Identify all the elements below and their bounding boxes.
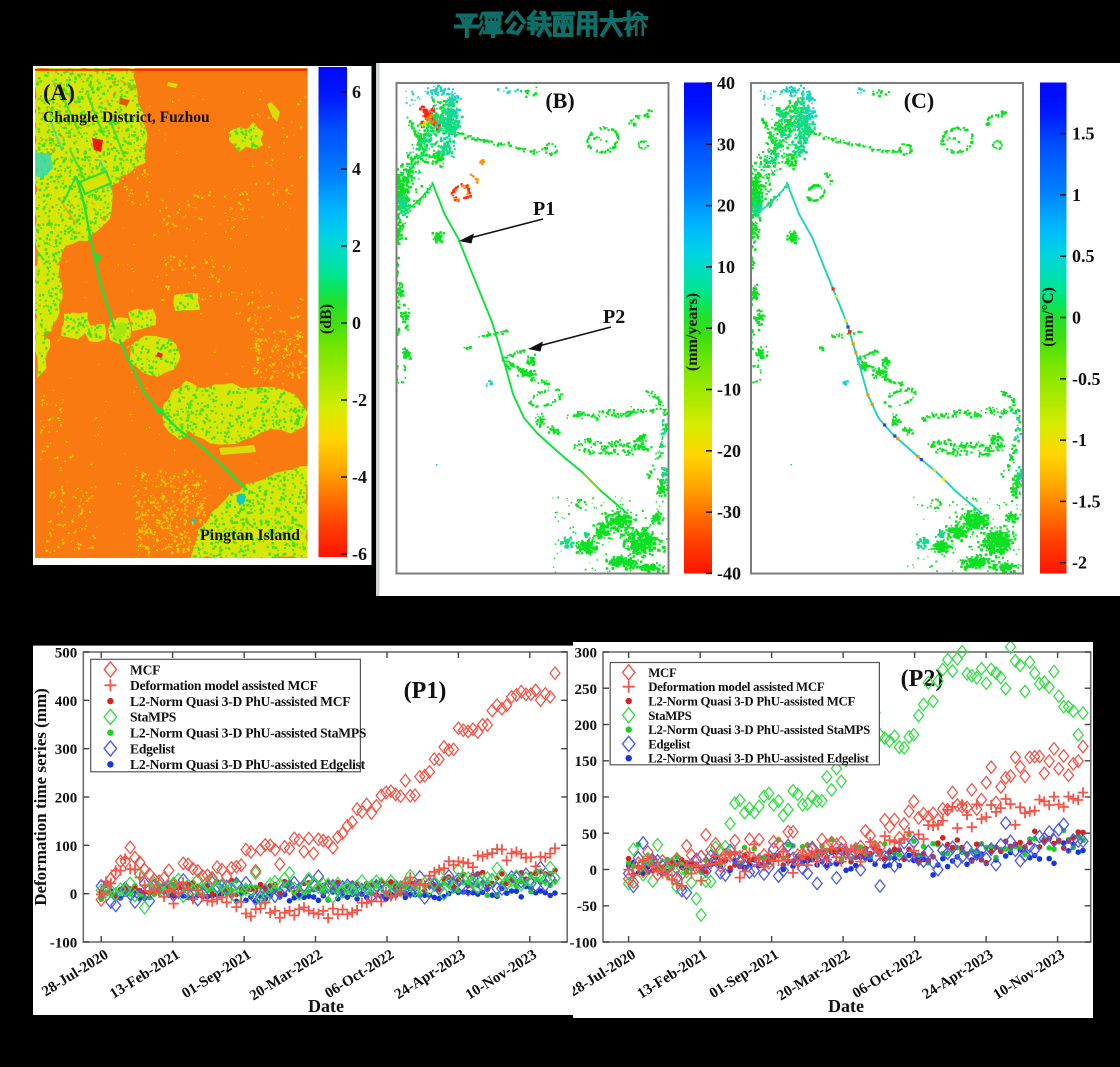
svg-text:40: 40 bbox=[717, 73, 735, 93]
svg-text:Pingtan Island: Pingtan Island bbox=[200, 527, 300, 544]
svg-text:L2-Norm Quasi 3-D PhU-assisted: L2-Norm Quasi 3-D PhU-assisted Edgelist bbox=[648, 752, 870, 766]
svg-text:-4: -4 bbox=[352, 467, 367, 487]
svg-text:(P1): (P1) bbox=[404, 678, 447, 704]
svg-text:-50: -50 bbox=[577, 899, 597, 915]
svg-text:400: 400 bbox=[55, 694, 78, 710]
svg-text:250: 250 bbox=[575, 682, 598, 698]
svg-text:100: 100 bbox=[55, 839, 78, 855]
svg-text:0: 0 bbox=[717, 318, 726, 338]
svg-text:MCF: MCF bbox=[648, 666, 677, 680]
svg-text:10: 10 bbox=[717, 257, 735, 277]
svg-text:L2-Norm Quasi 3-D PhU-assisted: L2-Norm Quasi 3-D PhU-assisted StaMPS bbox=[648, 723, 870, 737]
svg-text:-6: -6 bbox=[352, 544, 367, 564]
svg-text:-10: -10 bbox=[717, 380, 741, 400]
svg-text:1.5: 1.5 bbox=[1072, 124, 1095, 144]
svg-text:StaMPS: StaMPS bbox=[130, 710, 176, 725]
svg-text:200: 200 bbox=[575, 718, 598, 734]
svg-text:0: 0 bbox=[352, 313, 361, 333]
svg-text:0: 0 bbox=[1072, 308, 1081, 328]
svg-text:2: 2 bbox=[352, 236, 361, 256]
svg-text:-100: -100 bbox=[50, 936, 78, 952]
svg-text:Date: Date bbox=[828, 996, 864, 1016]
svg-text:4: 4 bbox=[352, 159, 361, 179]
svg-text:L2-Norm Quasi 3-D PhU-assisted: L2-Norm Quasi 3-D PhU-assisted StaMPS bbox=[130, 726, 366, 741]
svg-text:L2-Norm Quasi 3-D PhU-assisted: L2-Norm Quasi 3-D PhU-assisted MCF bbox=[130, 694, 350, 709]
svg-text:100: 100 bbox=[575, 791, 598, 807]
svg-text:(C): (C) bbox=[904, 88, 935, 113]
svg-text:20: 20 bbox=[717, 196, 735, 216]
svg-text:P2: P2 bbox=[603, 306, 625, 328]
svg-text:(mm/°C): (mm/°C) bbox=[1040, 287, 1057, 347]
svg-text:L2-Norm Quasi 3-D PhU-assisted: L2-Norm Quasi 3-D PhU-assisted Edgelist bbox=[130, 757, 366, 772]
svg-text:-40: -40 bbox=[717, 563, 741, 583]
svg-text:StaMPS: StaMPS bbox=[648, 709, 691, 723]
svg-text:P1: P1 bbox=[533, 198, 555, 220]
svg-text:(P2): (P2) bbox=[901, 666, 944, 692]
svg-text:300: 300 bbox=[55, 742, 78, 758]
svg-text:-30: -30 bbox=[717, 502, 741, 522]
svg-text:200: 200 bbox=[55, 791, 78, 807]
svg-text:(mm/years): (mm/years) bbox=[684, 293, 701, 371]
svg-text:Edgelist: Edgelist bbox=[130, 741, 176, 756]
svg-text:0: 0 bbox=[70, 887, 78, 903]
svg-text:Edgelist: Edgelist bbox=[648, 737, 691, 751]
svg-text:(A): (A) bbox=[43, 80, 75, 105]
svg-text:1: 1 bbox=[1072, 185, 1081, 205]
svg-text:-2: -2 bbox=[352, 390, 367, 410]
svg-text:500: 500 bbox=[55, 646, 78, 662]
svg-text:Changle District, Fuzhou: Changle District, Fuzhou bbox=[43, 109, 210, 126]
svg-text:Deformation model assisted MCF: Deformation model assisted MCF bbox=[130, 678, 318, 693]
svg-text:50: 50 bbox=[582, 827, 597, 843]
svg-text:-100: -100 bbox=[570, 936, 598, 952]
svg-text:30: 30 bbox=[717, 134, 735, 154]
svg-text:-1.5: -1.5 bbox=[1072, 491, 1101, 511]
svg-text:6: 6 bbox=[352, 82, 361, 102]
svg-text:(dB): (dB) bbox=[318, 304, 335, 334]
svg-text:-20: -20 bbox=[717, 441, 741, 461]
svg-text:Date: Date bbox=[308, 996, 344, 1016]
svg-text:-1: -1 bbox=[1072, 430, 1087, 450]
svg-text:(B): (B) bbox=[545, 88, 574, 113]
svg-text:Deformation model assisted MCF: Deformation model assisted MCF bbox=[648, 680, 825, 694]
svg-text:MCF: MCF bbox=[130, 662, 160, 677]
svg-text:L2-Norm Quasi 3-D PhU-assisted: L2-Norm Quasi 3-D PhU-assisted MCF bbox=[648, 695, 855, 709]
svg-text:300: 300 bbox=[575, 646, 598, 662]
svg-text:-2: -2 bbox=[1072, 553, 1087, 573]
svg-text:Deformation time series (mm): Deformation time series (mm) bbox=[31, 688, 50, 906]
svg-text:0.5: 0.5 bbox=[1072, 246, 1095, 266]
svg-text:-0.5: -0.5 bbox=[1072, 369, 1101, 389]
svg-text:150: 150 bbox=[575, 754, 598, 770]
svg-text:0: 0 bbox=[590, 863, 598, 879]
